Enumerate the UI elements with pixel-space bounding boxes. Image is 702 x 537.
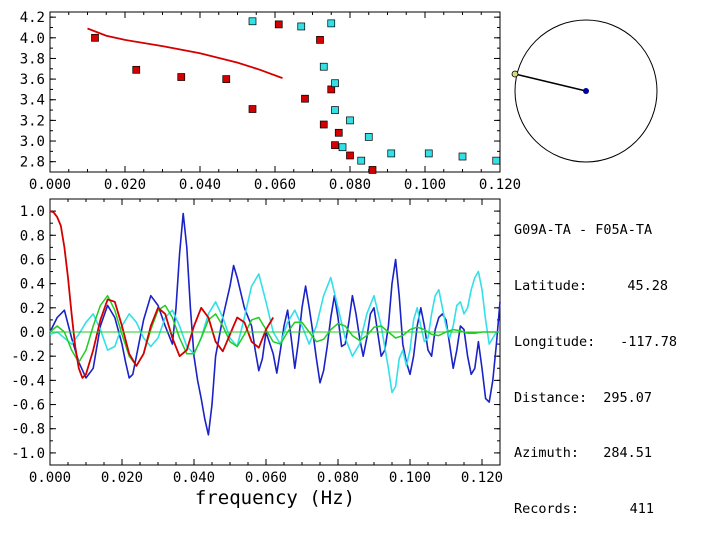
- red-scatter-point: [346, 151, 354, 160]
- cyan-scatter-point: [492, 156, 501, 165]
- top-y-tick-label: 4.0: [20, 31, 45, 47]
- x-axis-label: frequency (Hz): [195, 487, 355, 509]
- cyan-scatter-point: [327, 19, 336, 28]
- azimuth-label: Azimuth:: [514, 445, 580, 462]
- cyan-scatter-point: [346, 116, 354, 125]
- cyan-scatter-point: [248, 17, 257, 26]
- bottom-y-tick-label: -0.6: [11, 398, 45, 414]
- red-scatter-point: [316, 36, 324, 44]
- bottom-line-data: [49, 210, 501, 436]
- distance-row: Distance: 295.07: [514, 389, 677, 408]
- bottom-x-tick-label: 0.120: [461, 470, 503, 486]
- distance-value: 295.07: [603, 389, 652, 406]
- bottom-x-tick-label: 0.000: [29, 470, 71, 486]
- red-scatter-point: [334, 128, 343, 137]
- top-y-tick-label: 3.0: [20, 134, 45, 150]
- top-x-tick-label: 0.120: [479, 177, 521, 193]
- top-x-tick-label: 0.000: [29, 177, 71, 193]
- cyan-scatter-point: [357, 156, 366, 165]
- top-x-tick-label: 0.040: [179, 177, 221, 193]
- red-scatter-point: [301, 94, 309, 103]
- dispersion-scatter-panel: 2.8 3.0 3.2 3.4 3.6 3.8 4.0 4.2 0.000 0.020 0.040…: [20, 10, 521, 193]
- station-end-marker: [511, 70, 519, 78]
- distance-label: Distance:: [514, 389, 588, 406]
- top-scatter-data: [87, 17, 501, 174]
- bottom-y-tick-label: 0.4: [20, 277, 45, 293]
- red-scatter-point: [319, 120, 328, 129]
- red-scatter-point: [368, 166, 377, 174]
- cyan-scatter-point: [297, 22, 306, 31]
- top-x-tick-label: 0.080: [329, 177, 371, 193]
- bottom-x-tick-label: 0.100: [389, 470, 431, 486]
- cyan-scatter-point: [364, 133, 373, 141]
- bottom-y-tick-label: 0.0: [20, 325, 45, 341]
- top-plot-frame: [49, 11, 501, 173]
- correlation-line-panel: 1.0 0.8 0.6 0.4 0.2 0.0 -0.2 -0.4 -0.6 -0.8 -1.0 0…: [11, 198, 503, 509]
- top-y-tick-label: 3.4: [20, 93, 45, 109]
- bottom-x-tick-label: 0.060: [245, 470, 287, 486]
- longitude-label: Longitude:: [514, 333, 596, 350]
- top-y-tick-label: 3.8: [20, 51, 45, 67]
- cyan-scatter-point: [424, 149, 433, 158]
- records-value: 411: [629, 501, 654, 518]
- cyan-scatter-point: [387, 149, 396, 158]
- bottom-y-tick-label: 0.8: [20, 228, 45, 244]
- bottom-x-axis-ticks: 0.000 0.020 0.040 0.060 0.080 0.100 0.120: [29, 199, 503, 486]
- red-scatter-point: [274, 20, 283, 29]
- green-series-line: [49, 294, 497, 367]
- bottom-y-tick-label: -0.4: [11, 373, 45, 389]
- latitude-label: Latitude:: [514, 277, 588, 294]
- station-center-marker: [583, 88, 589, 94]
- longitude-value: -117.78: [620, 333, 677, 350]
- bottom-y-tick-label: 1.0: [20, 204, 45, 220]
- cyan-scatter-point: [458, 152, 467, 161]
- bottom-y-tick-label: 0.6: [20, 252, 45, 268]
- blue-series-line: [49, 212, 501, 436]
- bottom-y-tick-label: -0.2: [11, 349, 45, 365]
- top-y-tick-label: 3.2: [20, 113, 45, 129]
- longitude-row: Longitude: -117.78: [514, 333, 677, 352]
- station-pair: G09A-TA - F05A-TA: [514, 222, 653, 239]
- bottom-y-axis-ticks: 1.0 0.8 0.6 0.4 0.2 0.0 -0.2 -0.4 -0.6 -0.8 -1.0: [11, 204, 500, 462]
- red-scatter-point: [132, 65, 141, 74]
- figure: 2.8 3.0 3.2 3.4 3.6 3.8 4.0 4.2 0.000 0.020 0.040…: [11, 10, 658, 509]
- latitude-row: Latitude: 45.28: [514, 277, 677, 296]
- records-row: Records: 411: [514, 500, 677, 519]
- station-info-panel: G09A-TA - F05A-TA Latitude: 45.28 Longitu…: [514, 184, 677, 537]
- bottom-y-tick-label: -1.0: [11, 446, 45, 462]
- red-scatter-point: [91, 33, 99, 42]
- cyan-series-line: [49, 270, 500, 394]
- cyan-scatter-point: [338, 143, 347, 152]
- top-x-tick-label: 0.020: [104, 177, 146, 193]
- records-label: Records:: [514, 501, 580, 518]
- red-scatter-point: [331, 141, 339, 150]
- latitude-value: 45.28: [627, 277, 668, 294]
- bottom-y-tick-label: 0.2: [20, 301, 45, 317]
- top-x-axis-ticks: 0.000 0.020 0.040 0.060 0.080 0.100 0.120: [29, 12, 521, 193]
- red-scatter-point: [222, 75, 231, 83]
- azimuth-line: [514, 73, 587, 92]
- bottom-y-tick-label: -0.8: [11, 422, 45, 438]
- red-scatter-point: [177, 73, 186, 81]
- red-scatter-point: [248, 105, 257, 113]
- top-y-axis-ticks: 2.8 3.0 3.2 3.4 3.6 3.8 4.0 4.2: [20, 10, 500, 171]
- model-dispersion-curve: [87, 27, 283, 79]
- red-series-line: [49, 210, 274, 379]
- compass-circle: [514, 19, 658, 163]
- top-y-tick-label: 3.6: [20, 72, 45, 88]
- top-x-tick-label: 0.060: [254, 177, 296, 193]
- bottom-x-tick-label: 0.080: [317, 470, 359, 486]
- top-y-tick-label: 4.2: [20, 10, 45, 26]
- top-x-tick-label: 0.100: [404, 177, 446, 193]
- bottom-x-tick-label: 0.020: [101, 470, 143, 486]
- cyan-scatter-point: [319, 62, 328, 71]
- bottom-x-tick-label: 0.040: [173, 470, 215, 486]
- azimuth-row: Azimuth: 284.51: [514, 444, 677, 463]
- azimuth-value: 284.51: [603, 445, 652, 462]
- top-y-tick-label: 2.8: [20, 155, 45, 171]
- cyan-scatter-point: [331, 79, 339, 88]
- cyan-scatter-point: [331, 106, 339, 114]
- azimuth-compass: [511, 19, 658, 163]
